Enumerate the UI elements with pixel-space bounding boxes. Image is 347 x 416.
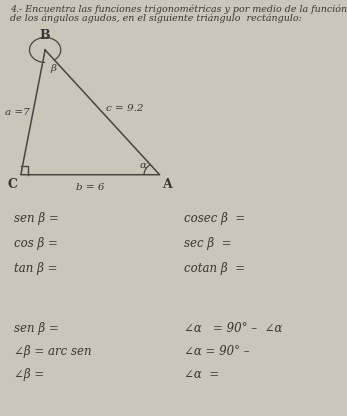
Text: β: β: [51, 64, 57, 73]
Text: sec β  =: sec β =: [184, 237, 231, 250]
Text: α: α: [139, 161, 146, 170]
Text: sen β =: sen β =: [14, 212, 59, 225]
Text: ∠α   = 90° –  ∠α: ∠α = 90° – ∠α: [184, 322, 282, 335]
Text: cos β =: cos β =: [14, 237, 58, 250]
Text: tan β =: tan β =: [14, 262, 57, 275]
Text: cosec β  =: cosec β =: [184, 212, 245, 225]
Text: sen β =: sen β =: [14, 322, 59, 335]
Text: ∠β =: ∠β =: [14, 368, 44, 381]
Text: a =7: a =7: [5, 108, 30, 117]
Text: B: B: [40, 30, 50, 42]
Text: A: A: [162, 178, 172, 191]
Text: C: C: [7, 178, 17, 191]
Text: 4.- Encuentra las funciones trigonométricas y por medio de la función seno la me: 4.- Encuentra las funciones trigonométri…: [10, 4, 347, 14]
Text: ∠β = arc sen: ∠β = arc sen: [14, 345, 92, 358]
Text: ∠α = 90° –: ∠α = 90° –: [184, 345, 249, 358]
Text: cotan β  =: cotan β =: [184, 262, 245, 275]
Text: de los ángulos agudos, en el siguiente triángulo  rectángulo:: de los ángulos agudos, en el siguiente t…: [10, 13, 302, 23]
Text: c = 9.2: c = 9.2: [106, 104, 144, 113]
Text: ∠α  =: ∠α =: [184, 368, 219, 381]
Text: b = 6: b = 6: [76, 183, 104, 192]
